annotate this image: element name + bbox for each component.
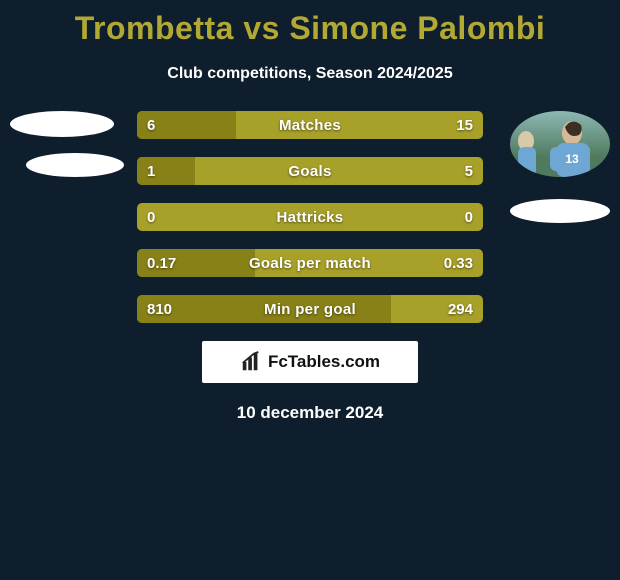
stat-label: Goals per match	[137, 249, 483, 277]
site-badge: FcTables.com	[202, 341, 418, 383]
date-text: 10 december 2024	[0, 403, 620, 423]
comparison-infographic: Trombetta vs Simone Palombi Club competi…	[0, 0, 620, 580]
stat-label: Min per goal	[137, 295, 483, 323]
avatar-ellipse	[510, 199, 610, 223]
svg-text:13: 13	[565, 152, 579, 166]
player-left-avatar	[10, 111, 124, 177]
subtitle: Club competitions, Season 2024/2025	[0, 65, 620, 83]
player-right-avatar: 13	[510, 111, 610, 223]
avatar-ellipse	[26, 153, 124, 177]
stat-label: Goals	[137, 157, 483, 185]
content-area: 13 615Matches 15Goals 00Hattricks 0.170.33G…	[0, 111, 620, 423]
page-title: Trombetta vs Simone Palombi	[0, 0, 620, 47]
stat-row: 615Matches	[137, 111, 483, 139]
stat-label: Hattricks	[137, 203, 483, 231]
player-silhouette: 13	[510, 111, 610, 177]
stat-label: Matches	[137, 111, 483, 139]
chart-icon	[240, 351, 262, 373]
badge-text: FcTables.com	[268, 352, 380, 372]
stat-row: 15Goals	[137, 157, 483, 185]
player-photo: 13	[510, 111, 610, 177]
stat-row: 00Hattricks	[137, 203, 483, 231]
avatar-ellipse	[10, 111, 114, 137]
stats-bars: 615Matches 15Goals 00Hattricks 0.170.33Goal…	[137, 111, 483, 323]
stat-row: 810294Min per goal	[137, 295, 483, 323]
stat-row: 0.170.33Goals per match	[137, 249, 483, 277]
